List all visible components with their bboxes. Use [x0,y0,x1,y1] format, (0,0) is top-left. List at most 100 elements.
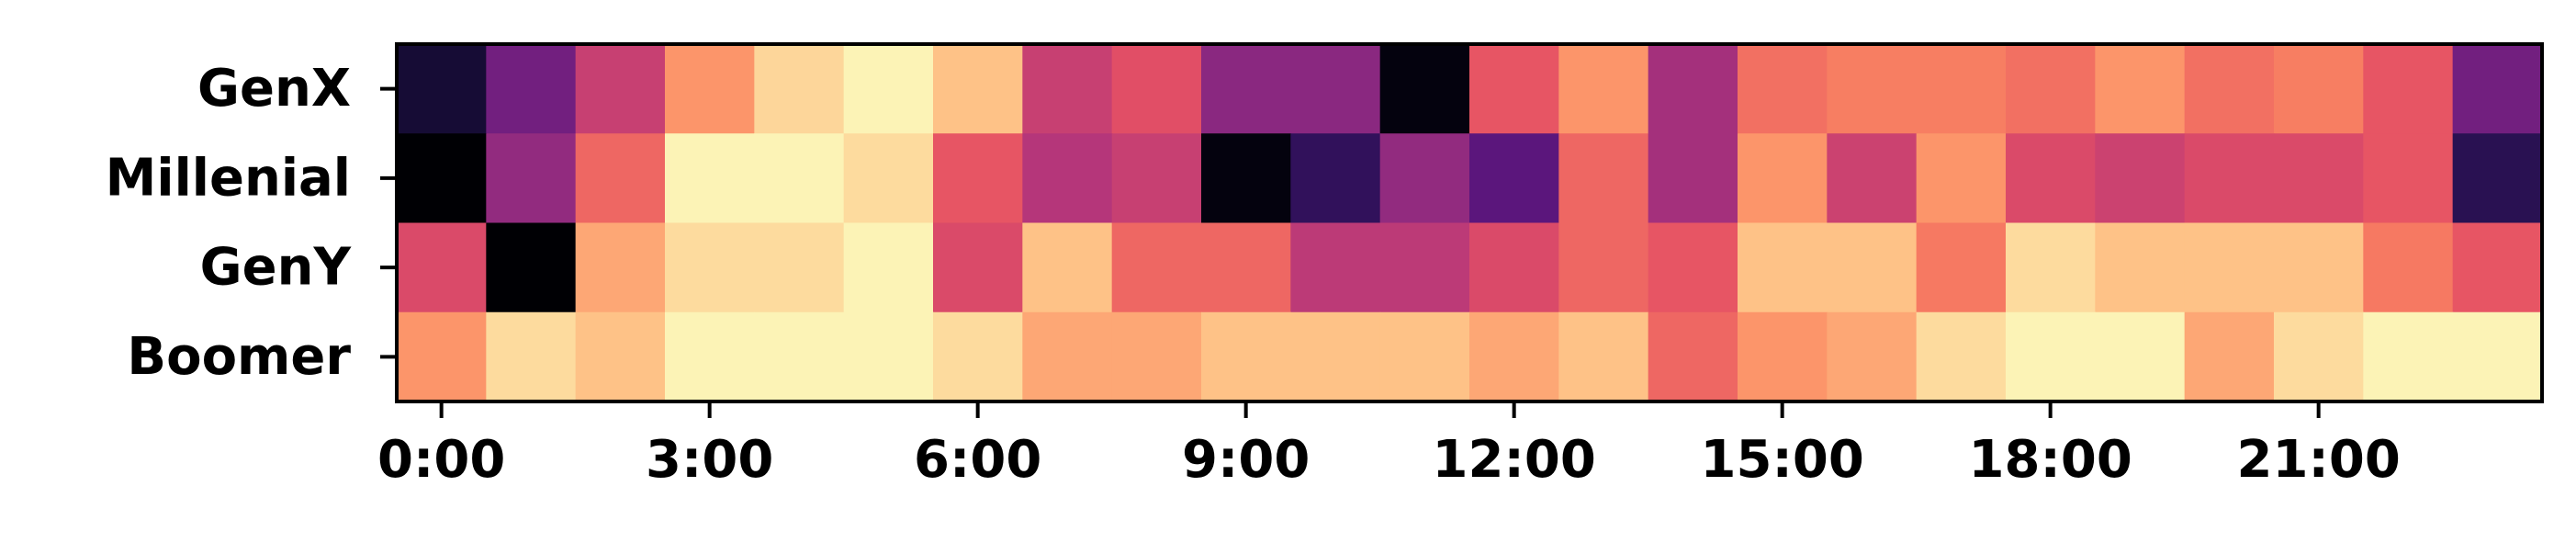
heatmap-cell [1201,311,1291,402]
heatmap-cell [2006,133,2096,224]
heatmap-cell [1469,311,1559,402]
heatmap-cell [933,133,1023,224]
x-tick-label: 18:00 [1969,430,2132,490]
heatmap-cell [2363,311,2454,402]
heatmap-cell [665,311,755,402]
x-tick-label: 12:00 [1433,430,1596,490]
heatmap-cell [1111,222,1202,313]
heatmap-cell [397,133,487,224]
heatmap-cell [754,44,845,134]
heatmap-cell [1558,133,1649,224]
heatmap-cell [1201,222,1291,313]
heatmap-cell [665,44,755,134]
heatmap-cell [2274,133,2364,224]
heatmap-cell [843,133,934,224]
heatmap-cell [1916,311,2007,402]
heatmap-cell [1648,222,1738,313]
heatmap-cell [2274,222,2364,313]
heatmap-cell [2095,44,2186,134]
heatmap-cell [1827,311,1918,402]
heatmap-cell [754,133,845,224]
heatmap-cell [1290,311,1381,402]
heatmap-cell [397,44,487,134]
heatmap-cell [575,222,666,313]
heatmap-cell [665,222,755,313]
heatmap-cell [486,311,577,402]
heatmap-cell [1201,133,1291,224]
y-axis: GenX Millenial GenY Boomer [106,59,397,387]
heatmap-cell [933,311,1023,402]
heatmap-cell [2006,222,2096,313]
heatmap-cell [1022,133,1113,224]
heatmap-cell [2363,44,2454,134]
heatmap-cell [2452,311,2543,402]
heatmap-cell [1022,222,1113,313]
heatmap-cell [397,222,487,313]
x-tick-label: 0:00 [377,430,505,490]
heatmap-cell [1111,311,1202,402]
heatmap-cell [1738,222,1828,313]
heatmap-cell [933,44,1023,134]
heatmap-cell [1558,222,1649,313]
heatmap-cell [1558,44,1649,134]
heatmap-cell [1827,44,1918,134]
heatmap-cell [1379,44,1470,134]
heatmap-cell [486,133,577,224]
heatmap-cell [575,311,666,402]
heatmap-cell [2274,44,2364,134]
plot-frame [395,42,2544,403]
heatmap-cell [1916,133,2007,224]
heatmap-cell [2006,311,2096,402]
heatmap-cell [2274,311,2364,402]
heatmap-cell [2006,44,2096,134]
heatmap-cell [754,222,845,313]
heatmap-cell [1379,311,1470,402]
heatmap-cell [665,133,755,224]
heatmap-cell [2452,222,2543,313]
heatmap-cell [1290,44,1381,134]
heatmap-cell [2452,44,2543,134]
heatmap-cell [1469,222,1559,313]
heatmap-cell [1469,133,1559,224]
heatmap-cell [2184,133,2275,224]
heatmap-cell [1379,133,1470,224]
x-tick-label: 3:00 [646,430,773,490]
heatmap-cell [1738,311,1828,402]
heatmap-cell [2095,222,2186,313]
heatmap-cell [1111,44,1202,134]
heatmap-cell [1648,44,1738,134]
heatmap-cells [397,44,2543,402]
heatmap-cell [1469,44,1559,134]
heatmap-cell [1379,222,1470,313]
x-axis: 0:00 3:00 6:00 9:00 12:00 15:00 18:00 21:00 [377,401,2401,490]
x-tick-label: 15:00 [1701,430,1864,490]
heatmap-cell [843,222,934,313]
heatmap-cell [933,222,1023,313]
heatmap-cell [2184,311,2275,402]
heatmap-cell [1827,133,1918,224]
heatmap-cell [2363,222,2454,313]
heatmap-cell [1738,44,1828,134]
x-tick-label: 9:00 [1182,430,1310,490]
heatmap-cell [2095,133,2186,224]
heatmap-cell [2452,133,2543,224]
y-tick-label: GenX [197,59,351,119]
heatmap-cell [2184,222,2275,313]
heatmap-cell [1022,44,1113,134]
heatmap-cell [2184,44,2275,134]
heatmap-cell [1111,133,1202,224]
x-tick-label: 21:00 [2237,430,2401,490]
x-tick-label: 6:00 [914,430,1041,490]
heatmap-cell [843,44,934,134]
heatmap-cell [843,311,934,402]
heatmap-cell [2363,133,2454,224]
heatmap-cell [1290,133,1381,224]
heatmap-cell [1738,133,1828,224]
heatmap-cell [486,44,577,134]
y-tick-label: GenY [200,238,353,298]
heatmap-cell [1648,311,1738,402]
heatmap-cell [1827,222,1918,313]
heatmap-cell [1290,222,1381,313]
heatmap-cell [575,44,666,134]
